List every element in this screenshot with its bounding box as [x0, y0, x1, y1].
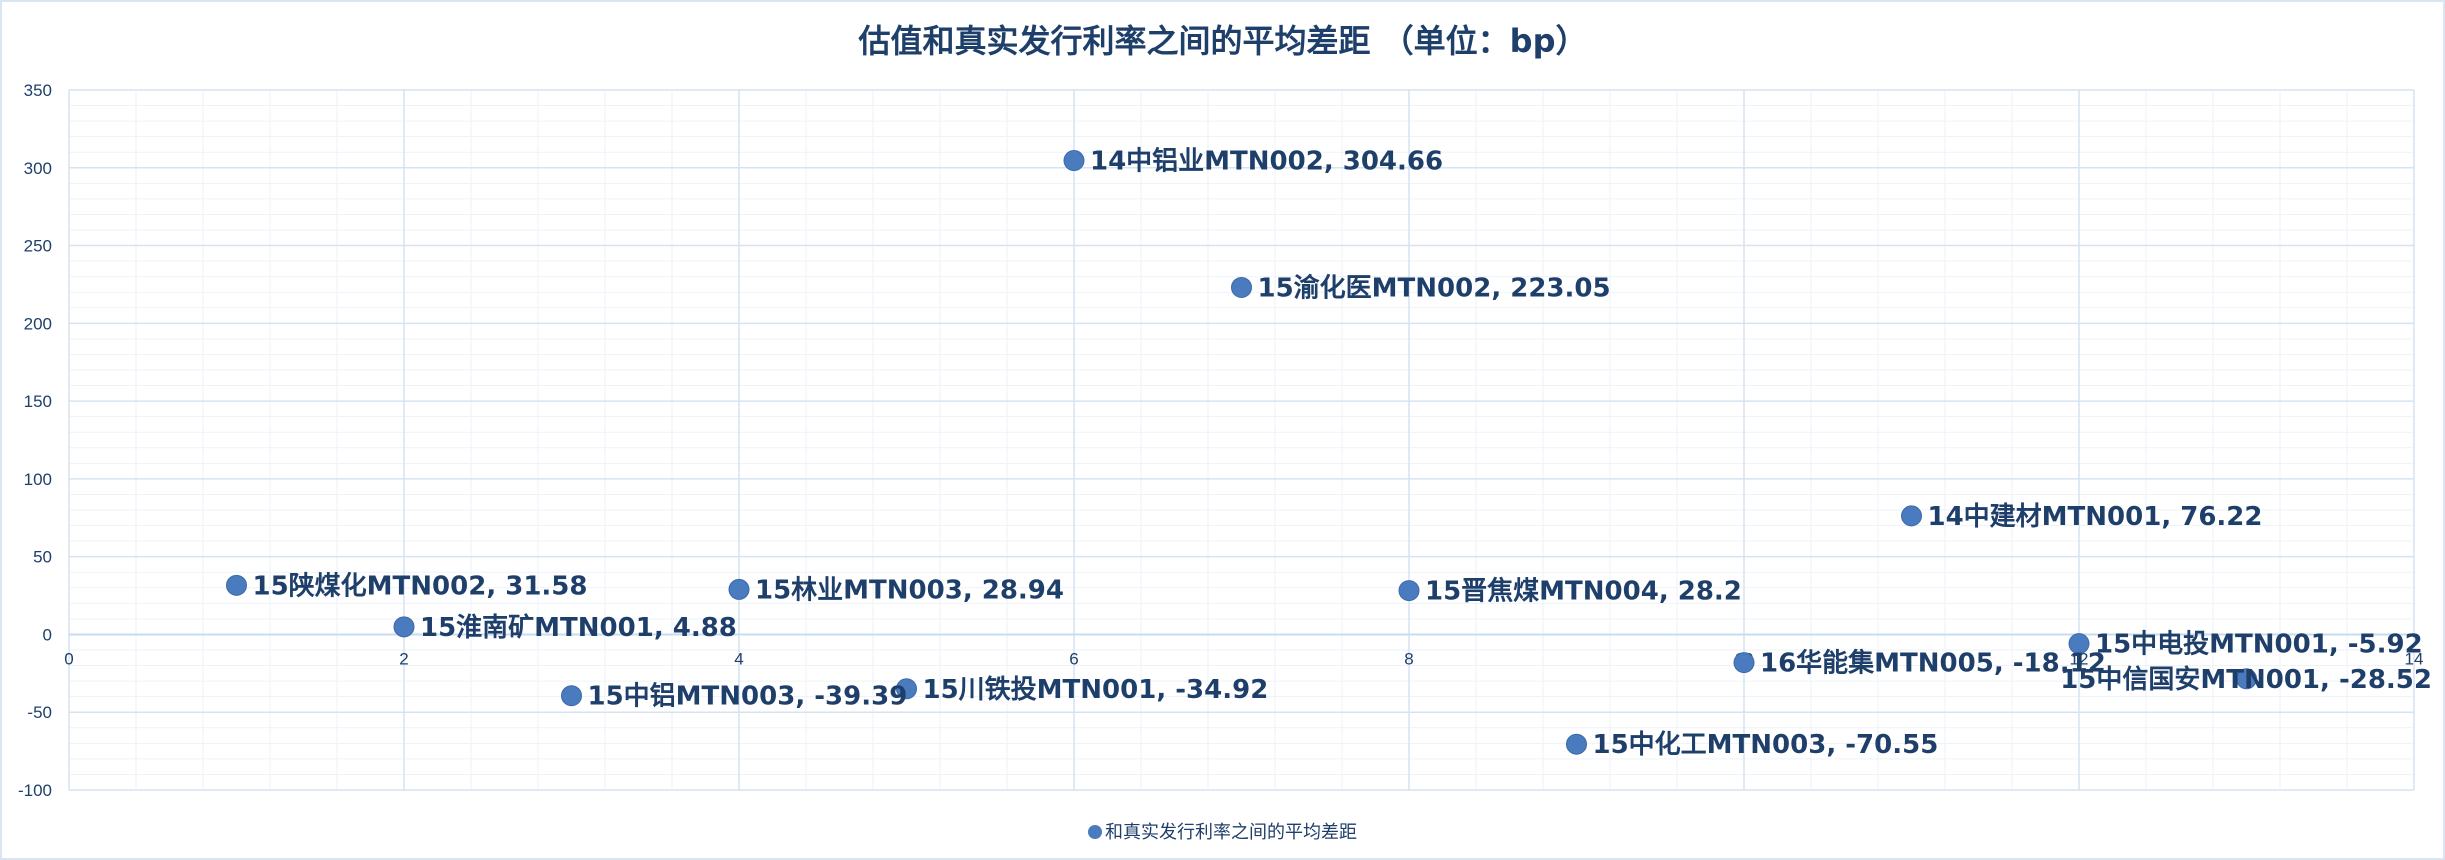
x-tick-label: 8	[1404, 649, 1413, 668]
y-tick-label: 50	[33, 548, 52, 567]
data-points	[226, 150, 2257, 755]
y-tick-label: 150	[24, 392, 52, 411]
data-label: 15晋焦煤MTN004, 28.2	[1425, 576, 1742, 607]
data-label: 15淮南矿MTN001, 4.88	[420, 612, 737, 643]
data-point	[728, 578, 750, 600]
y-tick-label: 100	[24, 470, 52, 489]
data-point	[1566, 733, 1587, 755]
legend: 和真实发行利率之间的平均差距	[1088, 822, 1357, 843]
x-tick-label: 14	[2405, 649, 2424, 668]
data-point	[393, 616, 415, 638]
data-label: 16华能集MTN005, -18.12	[1760, 648, 2106, 679]
y-tick-label: 0	[43, 625, 52, 644]
data-point	[226, 574, 247, 596]
legend-marker	[1088, 825, 1102, 839]
data-label: 15中电投MTN001, -5.92	[2095, 630, 2423, 660]
data-labels: 15陕煤化MTN002, 31.58 15淮南矿MTN001, 4.88 15中铝M…	[253, 147, 2433, 761]
x-tick-label: 2	[399, 649, 408, 668]
data-point	[896, 678, 917, 700]
data-label: 14中建材MTN001, 76.22	[1928, 502, 2263, 532]
data-point	[2236, 668, 2257, 690]
x-tick-label: 6	[1069, 649, 1078, 668]
data-label: 15川铁投MTN001, -34.92	[923, 674, 1269, 705]
y-tick-label: 200	[24, 314, 52, 333]
data-label: 15陕煤化MTN002, 31.58	[253, 571, 588, 601]
data-point	[2068, 633, 2090, 655]
data-label: 15中铝MTN003, -39.39	[588, 682, 908, 712]
data-label: 15中化工MTN003, -70.55	[1593, 730, 1939, 760]
major-grid	[68, 89, 2415, 791]
data-label: 14中铝业MTN002, 304.66	[1090, 147, 1443, 177]
data-point	[1398, 580, 1420, 602]
data-point	[1901, 505, 1922, 527]
y-axis-tick-labels: -100 -50 0 50 100 150 200 250 300 350	[18, 81, 52, 800]
data-point	[1733, 652, 1755, 674]
data-point	[1231, 276, 1252, 298]
x-tick-label: 0	[64, 649, 73, 668]
data-label: 15渝化医MTN002, 223.05	[1258, 272, 1611, 303]
y-tick-label: 350	[24, 81, 52, 100]
x-tick-label: 12	[2070, 649, 2089, 668]
data-point	[561, 685, 582, 707]
data-label: 15林业MTN003, 28.94	[755, 575, 1064, 605]
y-tick-label: -50	[27, 703, 52, 722]
data-label: 15中信国安MTN001, -28.52	[2060, 665, 2432, 695]
data-point	[1063, 150, 1085, 172]
y-tick-label: -100	[18, 781, 52, 800]
chart-title: 估值和真实发行利率之间的平均差距 （单位：bp）	[858, 22, 1588, 60]
x-tick-label: 4	[734, 649, 743, 668]
y-tick-label: 300	[24, 159, 52, 178]
legend-label: 和真实发行利率之间的平均差距	[1105, 822, 1357, 843]
y-tick-label: 250	[24, 237, 52, 256]
